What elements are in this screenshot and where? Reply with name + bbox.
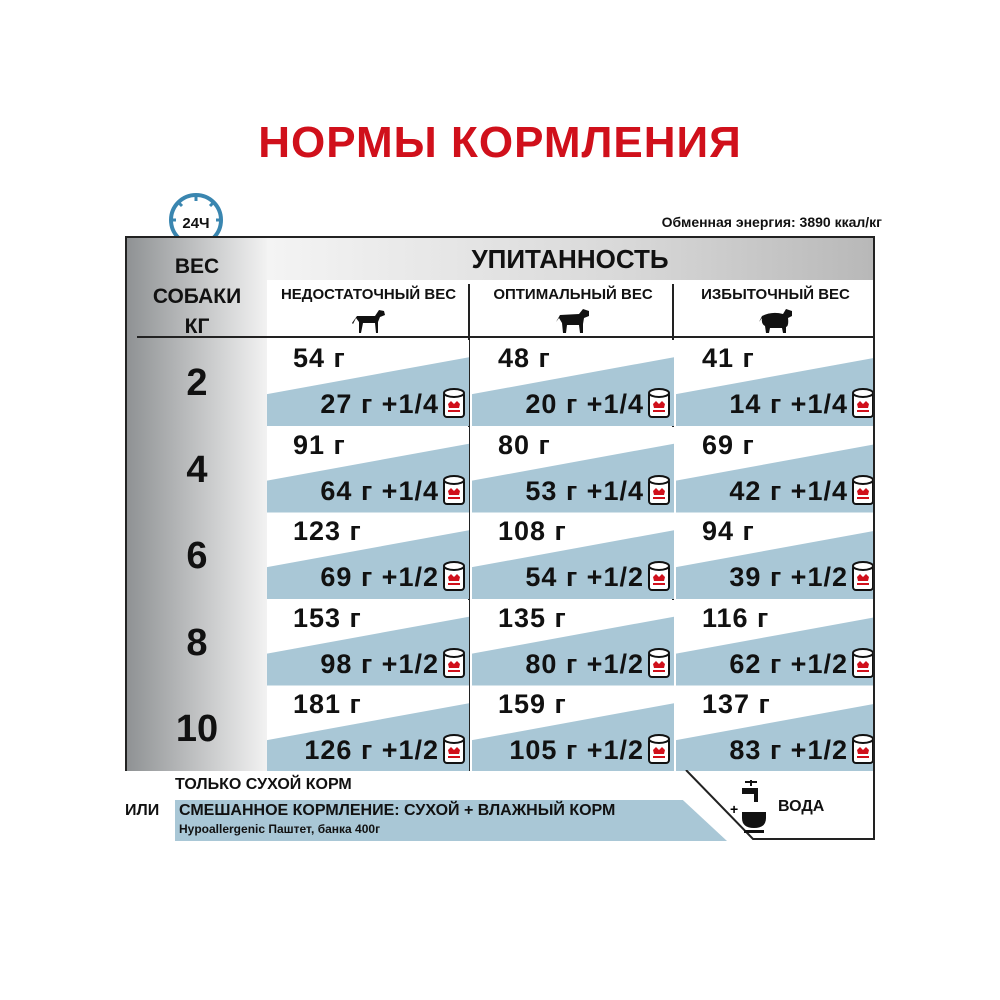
feeding-cell: 80 г 53 г +1/4 xyxy=(472,426,674,513)
mixed-amount: 98 г +1/2 xyxy=(320,648,439,679)
dry-amount: 48 г xyxy=(498,343,551,373)
can-icon xyxy=(648,561,670,591)
feeding-cell: 91 г 64 г +1/4 xyxy=(267,426,469,513)
feeding-cell: 116 г 62 г +1/2 xyxy=(676,599,873,686)
dry-amount: 135 г xyxy=(498,602,567,633)
can-icon xyxy=(852,647,873,678)
mixed-amount: 126 г +1/2 xyxy=(304,735,439,765)
dry-amount: 159 г xyxy=(498,689,567,719)
feeding-cell: 48 г 20 г +1/4 xyxy=(472,340,674,426)
feeding-cell: 123 г 69 г +1/2 xyxy=(267,513,469,599)
can-icon xyxy=(648,388,670,418)
mixed-amount: 54 г +1/2 xyxy=(525,562,644,592)
legend-mixed-label: СМЕШАННОЕ КОРМЛЕНИЕ: СУХОЙ + ВЛАЖНЫЙ КОР… xyxy=(179,802,616,819)
can-icon xyxy=(852,561,873,591)
weight-header-line: СОБАКИ xyxy=(152,285,242,308)
legend-dry-only: ТОЛЬКО СУХОЙ КОРМ xyxy=(175,776,352,793)
feeding-cell: 153 г 98 г +1/2 xyxy=(267,599,469,686)
legend-or: ИЛИ xyxy=(125,802,160,819)
dry-amount: 69 г xyxy=(702,429,755,460)
mixed-amount: 39 г +1/2 xyxy=(729,562,848,592)
row-weight: 2 xyxy=(186,362,208,404)
feeding-cell: 181 г 126 г +1/2 xyxy=(267,686,469,771)
dry-amount: 41 г xyxy=(702,343,755,373)
column-header-optimal: ОПТИМАЛЬНЫЙ ВЕС xyxy=(472,280,674,337)
dry-amount: 54 г xyxy=(293,343,346,373)
dog-thin-icon xyxy=(351,310,385,333)
mixed-amount: 42 г +1/4 xyxy=(729,475,848,506)
column-label: ИЗБЫТОЧНЫЙ ВЕС xyxy=(701,286,850,303)
row-weight: 4 xyxy=(186,448,208,491)
can-icon xyxy=(852,388,873,418)
dry-amount: 123 г xyxy=(293,516,362,546)
can-icon xyxy=(443,647,465,678)
feeding-cell: 54 г 27 г +1/4 xyxy=(267,340,469,426)
column-header-under: НЕДОСТАТОЧНЫЙ ВЕС xyxy=(267,280,470,337)
can-icon xyxy=(852,734,873,764)
dry-amount: 108 г xyxy=(498,516,567,546)
weight-column xyxy=(127,238,267,771)
column-divider xyxy=(468,284,470,771)
feeding-cell: 108 г 54 г +1/2 xyxy=(472,513,674,599)
water-tap-icon: + xyxy=(730,780,766,833)
svg-text:+: + xyxy=(730,801,738,817)
row-weight: 10 xyxy=(175,708,219,750)
can-icon xyxy=(443,474,465,505)
condition-title: УПИТАННОСТЬ xyxy=(471,244,669,274)
legend-mixed-product: Hypoallergenic Паштет, банка 400г xyxy=(179,822,381,836)
weight-header: ВЕС СОБАКИ КГ xyxy=(127,252,267,342)
can-icon xyxy=(648,474,670,505)
column-label: НЕДОСТАТОЧНЫЙ ВЕС xyxy=(280,286,457,303)
weight-header-line: КГ xyxy=(184,315,210,338)
can-icon xyxy=(443,388,465,418)
feeding-cell: 135 г 80 г +1/2 xyxy=(472,599,674,686)
can-icon xyxy=(648,734,670,764)
dog-optimal-icon xyxy=(556,309,589,333)
legend: ТОЛЬКО СУХОЙ КОРМ ИЛИ СМЕШАННОЕ КОРМЛЕНИ… xyxy=(0,770,1000,850)
mixed-amount: 20 г +1/4 xyxy=(525,389,644,419)
can-icon xyxy=(648,647,670,678)
mixed-amount: 105 г +1/2 xyxy=(509,735,644,765)
mixed-amount: 53 г +1/4 xyxy=(525,475,644,506)
column-header-over: ИЗБЫТОЧНЫЙ ВЕС xyxy=(676,280,873,337)
mixed-amount: 69 г +1/2 xyxy=(320,562,439,592)
row-weight: 8 xyxy=(186,621,208,664)
legend-mixed: СМЕШАННОЕ КОРМЛЕНИЕ: СУХОЙ + ВЛАЖНЫЙ КОР… xyxy=(175,800,727,841)
water-box xyxy=(685,770,875,840)
mixed-amount: 80 г +1/2 xyxy=(525,648,644,679)
dry-amount: 116 г xyxy=(702,602,770,633)
column-label: ОПТИМАЛЬНЫЙ ВЕС xyxy=(493,286,653,303)
mixed-amount: 64 г +1/4 xyxy=(320,475,439,506)
page-title: НОРМЫ КОРМЛЕНИЯ xyxy=(258,118,742,167)
mixed-amount: 14 г +1/4 xyxy=(729,389,848,419)
can-icon xyxy=(852,474,873,505)
feeding-cell: 41 г 14 г +1/4 xyxy=(676,340,873,426)
mixed-amount: 62 г +1/2 xyxy=(729,648,848,679)
feeding-cell: 94 г 39 г +1/2 xyxy=(676,513,873,599)
dry-amount: 153 г xyxy=(293,602,362,633)
header-divider xyxy=(137,336,873,338)
can-icon xyxy=(443,561,465,591)
condition-header: УПИТАННОСТЬ xyxy=(267,238,873,280)
weight-header-line: ВЕС xyxy=(174,255,220,278)
clock-label: 24Ч xyxy=(182,215,209,232)
dry-amount: 181 г xyxy=(293,689,362,719)
feeding-cell: 137 г 83 г +1/2 xyxy=(676,686,873,771)
legend-water: ВОДА xyxy=(778,798,825,815)
mixed-amount: 83 г +1/2 xyxy=(729,735,848,765)
energy-info: Обменная энергия: 3890 ккал/кг xyxy=(661,214,882,230)
dry-amount: 80 г xyxy=(498,429,551,460)
can-icon xyxy=(443,734,465,764)
dry-amount: 91 г xyxy=(293,429,346,460)
feeding-cell: 159 г 105 г +1/2 xyxy=(472,686,674,771)
row-weight: 6 xyxy=(186,535,208,577)
feeding-cell: 69 г 42 г +1/4 xyxy=(676,426,873,513)
dry-amount: 137 г xyxy=(702,689,771,719)
clock-icon: 24Ч xyxy=(169,193,223,246)
feeding-table: ВЕС СОБАКИ КГ УПИТАННОСТЬ НЕДОСТАТОЧНЫЙ … xyxy=(125,236,875,771)
mixed-amount: 27 г +1/4 xyxy=(320,389,439,419)
dry-amount: 94 г xyxy=(702,516,755,546)
dog-fat-icon xyxy=(758,309,792,333)
